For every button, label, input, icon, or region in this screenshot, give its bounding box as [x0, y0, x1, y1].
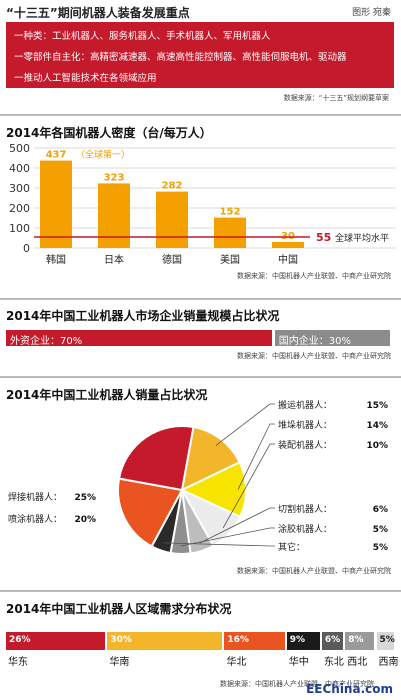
reference-label: 全球平均水平 — [335, 232, 389, 244]
density-source: 数据来源：中国机器人产业联盟、中商产业研究院 — [237, 272, 391, 280]
pie-label-value: 20% — [74, 515, 96, 525]
pie-label-value: 15% — [366, 401, 388, 411]
pie-chart: 搬运机器人： 15% 堆垛机器人： 14% 装配机器人： 10% 切割机器人： 6% 涂胶机器人… — [8, 400, 388, 555]
density-chart: 0100200300400500437韩国323日本282德国152美国30中国… — [9, 142, 396, 266]
y-tick-label: 200 — [9, 202, 30, 215]
pie-source: 数据来源：中国机器人产业联盟、中商产业研究院 — [237, 567, 391, 575]
bar-value-label: 437 — [46, 150, 67, 161]
pie-slice — [117, 425, 195, 492]
pie-leader-line — [222, 443, 275, 529]
bar — [272, 242, 304, 248]
bar-value-label: 152 — [220, 207, 241, 218]
pie-label: 焊接机器人： — [8, 491, 62, 503]
share-segment: 国内企业：30% — [274, 330, 390, 347]
region-bar: 26% 30% 16% 9% 6% 8% 5% — [6, 632, 396, 650]
region-name-label: 华南 — [109, 657, 130, 668]
pie-label-value: 6% — [373, 505, 388, 515]
region-segment: 5% — [376, 632, 395, 650]
x-tick-label: 韩国 — [46, 253, 66, 266]
region-name-label: 华北 — [226, 657, 247, 668]
pie-label-value: 5% — [373, 543, 388, 553]
y-tick-label: 300 — [9, 182, 30, 195]
region-value-label: 9% — [289, 635, 306, 645]
region-name-label: 华中 — [288, 657, 309, 668]
x-tick-label: 德国 — [162, 253, 182, 266]
x-tick-label: 中国 — [278, 253, 298, 266]
pie-label: 堆垛机器人： — [278, 419, 332, 431]
key-points-box: 一种类：工业机器人、服务机器人、手术机器人、军用机器人 一零部件自主化：高精密减… — [6, 22, 394, 88]
pie-label-value: 10% — [366, 441, 388, 451]
pie-label-value: 5% — [373, 525, 388, 535]
region-value-label: 30% — [110, 635, 132, 645]
share-segment-label: 外资企业：70% — [10, 336, 83, 347]
region-segment: 30% — [107, 632, 223, 650]
watermark: EEChina.com — [306, 682, 393, 696]
bar-value-label: 323 — [104, 172, 125, 183]
pie-label: 装配机器人： — [278, 439, 332, 451]
share-source: 数据来源：中国机器人产业联盟、中商产业研究院 — [237, 352, 391, 360]
pie-slice — [117, 477, 184, 548]
share-segment-label: 国内企业：30% — [278, 336, 352, 347]
y-tick-label: 100 — [9, 222, 30, 235]
region-segment: 9% — [286, 632, 320, 650]
pie-label-value: 25% — [74, 493, 96, 503]
key-point-1: 一种类：工业机器人、服务机器人、手术机器人、军用机器人 — [14, 31, 271, 42]
header-source: 数据来源：“十三五”规划纲要草案 — [283, 94, 389, 102]
bar — [98, 183, 130, 248]
section-divider — [0, 590, 401, 592]
y-tick-label: 0 — [23, 242, 30, 255]
y-tick-label: 500 — [9, 142, 30, 155]
key-point-3: 一推动人工智能技术在各领域应用 — [14, 73, 157, 84]
pie-label-value: 14% — [366, 421, 388, 431]
region-value-label: 26% — [9, 635, 31, 645]
pie-leader-line — [237, 423, 275, 490]
pie-label: 喷涂机器人： — [8, 513, 62, 525]
region-source: 数据来源：中国机器人产业联盟、中商产业研究院 — [220, 680, 374, 688]
region-segment: 6% — [321, 632, 344, 650]
region-value-label: 6% — [324, 635, 341, 645]
bar-value-label: 282 — [162, 181, 183, 192]
region-chart-title: 2014年中国工业机器人区域需求分布状况 — [6, 602, 232, 616]
region-labels: 华东 华南 华北 华中 东北 西北 西南 — [6, 653, 399, 668]
share-chart-title: 2014年中国工业机器人市场企业销量规模占比状况 — [6, 309, 280, 323]
x-tick-label: 美国 — [220, 253, 240, 266]
region-value-label: 16% — [227, 635, 249, 645]
region-name-label: 西南 — [378, 657, 399, 668]
pie-slice — [180, 425, 242, 492]
section-divider — [0, 114, 401, 116]
annotation-global-first: （全球第一） — [76, 149, 130, 161]
region-name-label: 东北 — [323, 657, 344, 668]
section-divider — [0, 376, 401, 378]
region-segment: 26% — [6, 632, 106, 650]
bar — [156, 191, 188, 248]
pie-label: 切割机器人： — [278, 503, 332, 515]
y-tick-label: 400 — [9, 162, 30, 175]
reference-value: 55 — [316, 231, 331, 244]
region-value-label: 5% — [379, 635, 395, 645]
pie-leader-line — [215, 403, 275, 446]
pie-leader-line — [180, 527, 275, 547]
pie-slice — [179, 460, 247, 519]
pie-label: 其它： — [278, 541, 305, 553]
pie-leader-line — [199, 507, 275, 544]
graphic-credit: 图形 宛秦 — [352, 8, 391, 18]
bar — [40, 160, 72, 248]
region-segment: 16% — [224, 632, 285, 650]
pie-label: 搬运机器人： — [278, 400, 332, 411]
region-value-label: 8% — [348, 635, 364, 645]
pie-label: 涂胶机器人： — [278, 523, 332, 535]
pie-chart-title: 2014年中国工业机器人销量占比状况 — [6, 388, 208, 402]
x-tick-label: 日本 — [104, 253, 124, 266]
section-divider — [0, 298, 401, 300]
region-name-label: 华东 — [8, 657, 28, 668]
density-chart-title: 2014年各国机器人密度（台/每万人） — [6, 126, 212, 140]
region-segment: 8% — [345, 632, 375, 650]
pie-leader-line — [163, 542, 275, 547]
share-segment: 外资企业：70% — [6, 330, 272, 347]
bar — [214, 217, 246, 248]
region-name-label: 西北 — [347, 657, 368, 668]
page-title: “十三五”期间机器人装备发展重点 — [6, 6, 190, 20]
share-bar: 外资企业：70% 国内企业：30% — [6, 330, 390, 347]
key-point-2: 一零部件自主化：高精密减速器、高速高性能控制器、高性能伺服电机、驱动器 — [14, 52, 347, 63]
